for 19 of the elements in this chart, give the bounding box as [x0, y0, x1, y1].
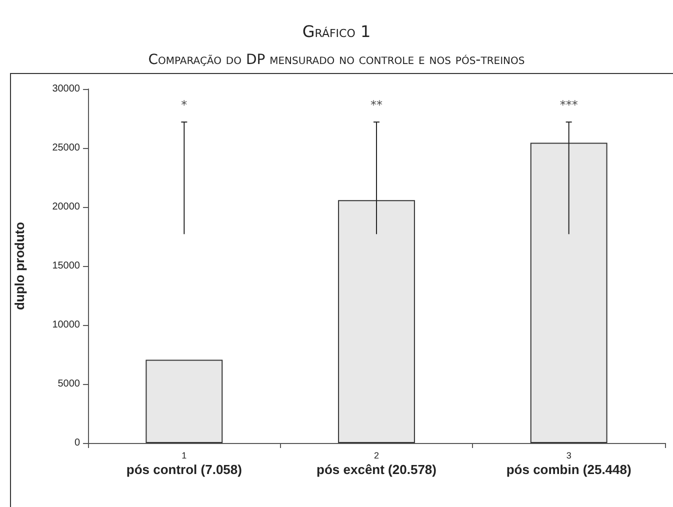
y-tick-label: 0: [74, 438, 80, 448]
y-tick-label: 25000: [52, 142, 80, 154]
annotation: ***: [560, 98, 578, 112]
bar: [338, 200, 415, 443]
y-tick-label: 30000: [52, 84, 80, 94]
x-tick-label: 2 pós excênt (20.578): [316, 450, 436, 477]
chart-subtitle: Comparação do DP mensurado no controle e nos pós-treinos: [147, 52, 526, 68]
annotation: **: [370, 98, 382, 112]
y-tick-label: 20000: [52, 202, 80, 212]
y-axis-title: duplo produto: [12, 222, 27, 310]
y-tick-label: 15000: [52, 260, 80, 272]
annotation: *: [181, 98, 188, 112]
y-tick-label: 10000: [52, 320, 80, 330]
bar: [146, 360, 223, 443]
bar: [530, 142, 608, 443]
y-tick-label: 5000: [58, 378, 80, 390]
x-tick-label: 3 pós combin (25.448): [506, 450, 632, 477]
chart-title: Gráfico 1: [301, 22, 372, 41]
x-tick-label: 1 pós control (7.058): [126, 450, 242, 477]
